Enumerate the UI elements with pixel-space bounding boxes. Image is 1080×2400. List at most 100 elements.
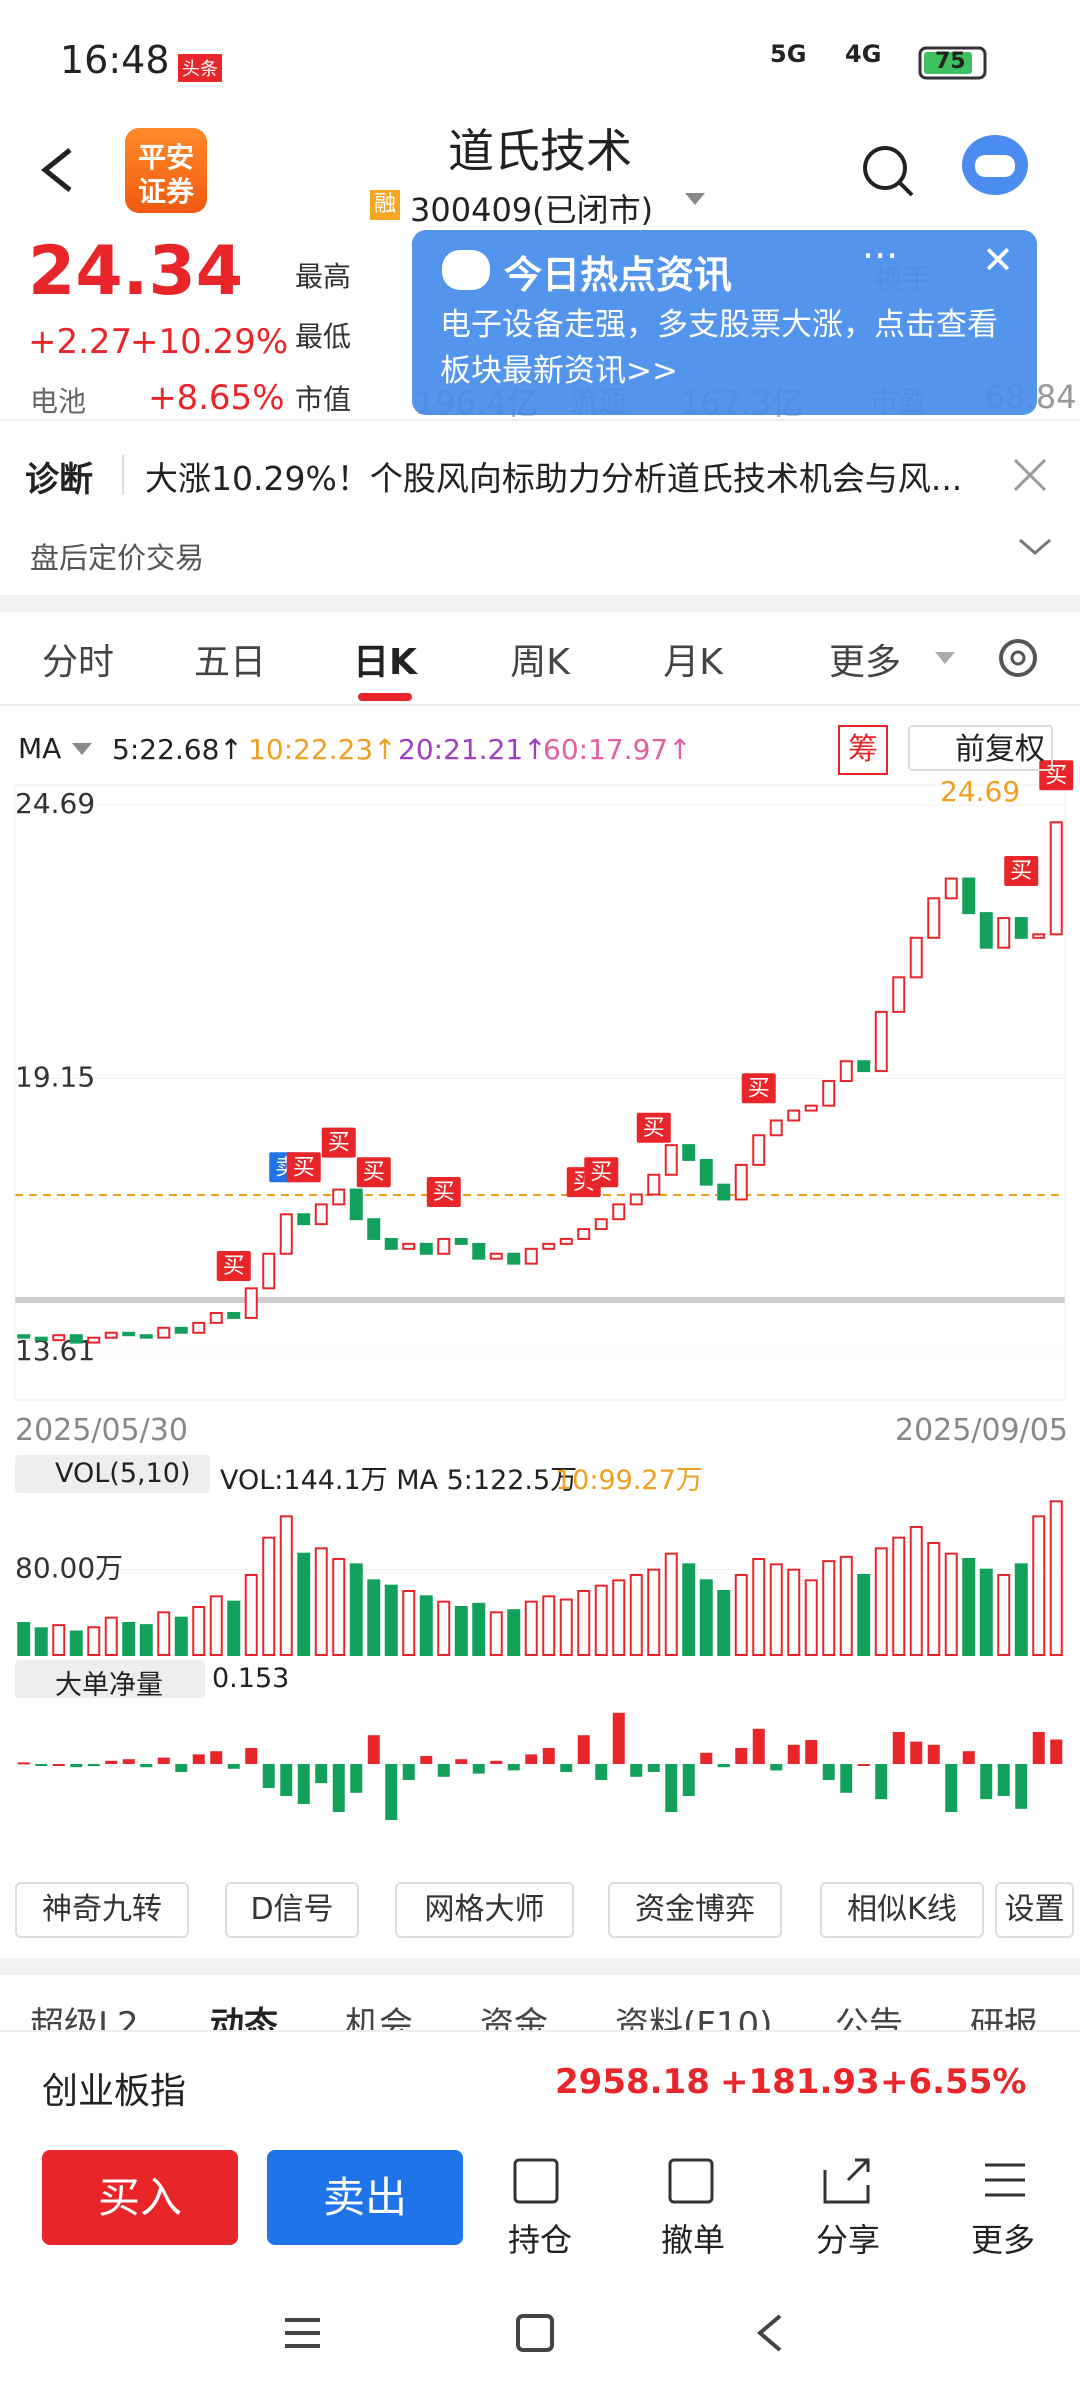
after-hours[interactable]: 盘后定价交易	[30, 541, 205, 575]
vol-selector[interactable]: VOL(5,10)	[15, 1455, 210, 1493]
candle-body	[34, 1336, 48, 1342]
section-tab[interactable]: 资料(F10)	[615, 2005, 773, 2030]
tab[interactable]: 分时	[41, 642, 114, 683]
stock-code[interactable]: 300409(已闭市)	[410, 191, 654, 229]
chart-frame	[14, 784, 1066, 1401]
candle-body	[227, 1311, 241, 1319]
tool-button[interactable]: 网格大师	[395, 1882, 574, 1938]
ma-label[interactable]: MA	[18, 732, 62, 765]
adjust-button[interactable]: 前复权	[908, 725, 1053, 771]
action-label[interactable]: 撤单	[660, 2221, 725, 2259]
action-label[interactable]: 分享	[815, 2221, 880, 2259]
candle-body	[699, 1158, 713, 1186]
holdings-icon[interactable]	[513, 2158, 559, 2204]
popup-menu[interactable]: ···	[862, 234, 899, 278]
tool-button[interactable]: 相似K线	[820, 1882, 984, 1938]
popup-close[interactable]: ✕	[982, 238, 1014, 282]
buy-button[interactable]: 买入	[42, 2150, 238, 2245]
signal-box	[741, 1073, 776, 1104]
volume-bar	[52, 1624, 66, 1656]
dropdown-icon[interactable]	[72, 743, 92, 755]
volume-bar	[752, 1558, 766, 1656]
candle-body	[682, 1144, 696, 1161]
close-icon[interactable]	[1013, 458, 1047, 492]
nav-back[interactable]	[756, 2314, 782, 2352]
expand-icon[interactable]	[1019, 538, 1051, 555]
settings-icon[interactable]	[1010, 650, 1026, 666]
tab[interactable]: 月K	[663, 642, 723, 683]
chip-button[interactable]: 筹	[838, 725, 888, 775]
volume-bar	[192, 1606, 206, 1656]
candle-body	[244, 1287, 258, 1319]
candle-body	[927, 897, 941, 939]
dropdown-icon[interactable]	[685, 193, 705, 205]
candle-body	[997, 917, 1011, 949]
sector[interactable]: 电池	[30, 385, 87, 418]
candle-body	[577, 1228, 591, 1240]
candle-body	[892, 976, 906, 1013]
index-bar[interactable]: 创业板指 2958.18 +181.93 +6.55%	[0, 2030, 1080, 2132]
price-change-pct: +10.29%	[130, 322, 289, 362]
volume-bar	[384, 1584, 398, 1656]
candle-body	[349, 1188, 363, 1221]
settings-icon[interactable]	[999, 639, 1037, 677]
diagnosis-text[interactable]: 大涨10.29%！个股风向标助力分析道氏技术机会与风...	[145, 459, 963, 498]
signal-label: 买	[1010, 859, 1032, 884]
news-popup[interactable]: 今日热点资讯 ··· ✕ 电子设备走强，多支股票大涨，点击查看板块最新资讯>>	[412, 230, 1037, 415]
volume-bar	[769, 1563, 783, 1657]
candle-body	[69, 1334, 83, 1344]
assistant-icon[interactable]	[975, 155, 1015, 177]
flow-bar	[962, 1751, 975, 1764]
stock-name: 道氏技术	[448, 124, 632, 178]
share-icon[interactable]	[823, 2158, 870, 2204]
section-tab[interactable]: 机会	[345, 2005, 413, 2030]
signal-box	[1004, 856, 1039, 887]
volume-bar	[612, 1579, 626, 1657]
tab[interactable]: 五日	[193, 642, 266, 683]
action-label[interactable]: 持仓	[507, 2221, 572, 2259]
tab[interactable]: 更多	[828, 642, 901, 683]
candle-body	[839, 1060, 853, 1082]
volume-bar	[139, 1624, 153, 1656]
candle-body	[979, 912, 993, 949]
sell-button[interactable]: 卖出	[267, 2150, 463, 2245]
tool-button[interactable]: 设置	[995, 1882, 1074, 1938]
ma-value: 20:21.21↑	[398, 733, 547, 766]
candle-body	[822, 1079, 836, 1107]
battery-text: 75	[935, 49, 966, 74]
flow-bar	[805, 1740, 818, 1764]
volume-bar	[437, 1600, 451, 1656]
signal-box	[636, 1112, 671, 1143]
candle-body	[472, 1242, 486, 1260]
search-icon[interactable]	[863, 146, 907, 190]
tool-button[interactable]: 资金博弈	[608, 1882, 782, 1938]
flow-bar	[192, 1754, 205, 1764]
more-icon[interactable]	[985, 2163, 1025, 2197]
back-icon[interactable]	[40, 148, 72, 192]
broker-logo[interactable]: 平安 证券	[125, 128, 207, 213]
tab[interactable]: 日K	[353, 642, 417, 683]
flow-selector[interactable]: 大单净量	[15, 1660, 205, 1701]
sector-pct: +8.65%	[148, 378, 285, 418]
nav-menu[interactable]	[285, 2318, 320, 2348]
tool-button[interactable]: D信号	[225, 1882, 359, 1938]
section-tab[interactable]: 动态	[210, 2005, 278, 2030]
section-tab[interactable]: 超级L2	[30, 2005, 139, 2030]
section-tab[interactable]: 资金	[480, 2005, 548, 2030]
tab[interactable]: 周K	[510, 642, 570, 683]
section-tab[interactable]: 公告	[835, 2005, 903, 2030]
search-icon[interactable]	[898, 181, 914, 197]
cancel-icon[interactable]	[668, 2158, 714, 2204]
nav-home[interactable]	[516, 2314, 554, 2352]
flow-bar	[315, 1764, 328, 1784]
volume-bar	[804, 1579, 818, 1657]
candle-body	[454, 1237, 468, 1245]
tool-button[interactable]: 神奇九转	[15, 1882, 189, 1938]
candle-body	[17, 1334, 31, 1339]
candle-body	[489, 1252, 503, 1260]
volume-bar	[244, 1574, 258, 1656]
action-label[interactable]: 更多	[970, 2221, 1035, 2259]
section-tab[interactable]: 研报	[970, 2005, 1038, 2030]
dropdown-icon[interactable]	[935, 652, 955, 664]
